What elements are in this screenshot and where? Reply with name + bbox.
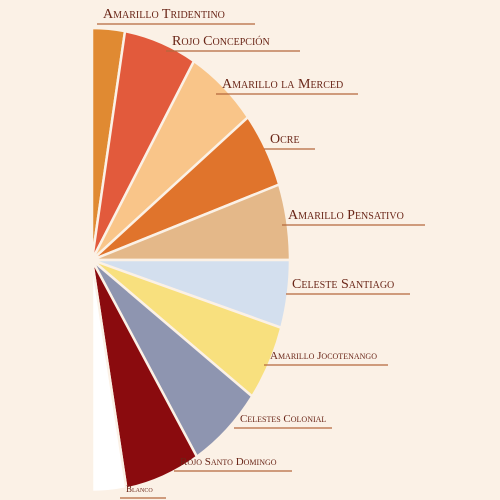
color-label: Amarillo la Merced [222,77,343,92]
color-label: Celeste Santiago [292,277,394,292]
color-label: Celestes Colonial [240,413,326,425]
color-label: Amarillo Jocotenango [270,350,377,362]
color-label: Rojo Santo Domingo [180,456,277,468]
color-label: Amarillo Tridentino [103,7,225,22]
color-label: Rojo Concepción [172,34,270,49]
color-wedge [90,259,128,494]
color-label: Amarillo Pensativo [288,208,404,223]
color-label: Blanco [126,484,153,494]
color-label: Ocre [270,132,300,147]
